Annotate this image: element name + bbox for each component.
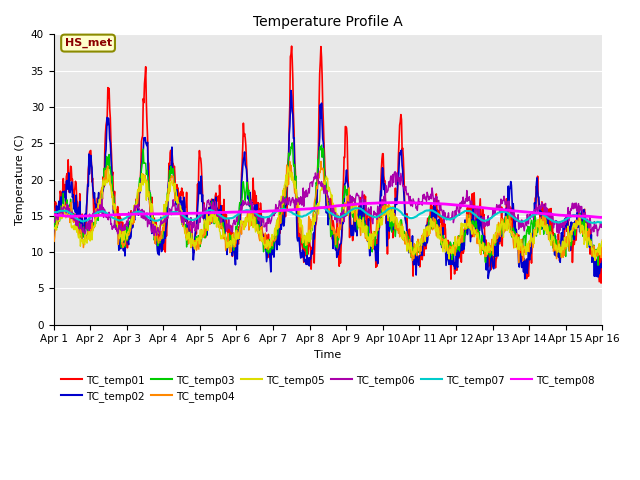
TC_temp01 <box>598 269 606 275</box>
TC_temp03 <box>463 217 471 223</box>
TC_temp07 <box>284 208 292 214</box>
TC_temp03 <box>441 244 449 250</box>
TC_temp02 <box>598 258 606 264</box>
TC_temp05 <box>284 164 292 169</box>
TC_temp08 <box>598 215 606 220</box>
TC_temp01 <box>50 207 58 213</box>
TC_temp08 <box>396 200 403 205</box>
TC_temp08 <box>193 210 200 216</box>
Line: TC_temp04: TC_temp04 <box>54 161 602 263</box>
TC_temp05 <box>598 243 606 249</box>
TC_temp02 <box>463 232 471 238</box>
TC_temp03 <box>109 192 117 198</box>
TC_temp03 <box>50 219 58 225</box>
TC_temp08 <box>463 203 471 209</box>
TC_temp05 <box>441 236 449 242</box>
TC_temp04 <box>598 237 606 242</box>
X-axis label: Time: Time <box>314 350 342 360</box>
TC_temp06 <box>598 220 606 226</box>
TC_temp01 <box>288 43 296 49</box>
TC_temp05 <box>109 202 117 208</box>
Y-axis label: Temperature (C): Temperature (C) <box>15 134 25 225</box>
TC_temp08 <box>524 209 532 215</box>
TC_temp04 <box>441 246 449 252</box>
TC_temp07 <box>317 204 325 210</box>
TC_temp06 <box>463 198 471 204</box>
Line: TC_temp07: TC_temp07 <box>54 207 602 223</box>
TC_temp06 <box>441 210 449 216</box>
TC_temp02 <box>441 245 449 251</box>
TC_temp06 <box>193 228 200 234</box>
TC_temp01 <box>109 192 117 198</box>
TC_temp04 <box>109 206 117 212</box>
TC_temp03 <box>193 234 200 240</box>
TC_temp03 <box>289 140 296 146</box>
TC_temp01 <box>284 160 292 166</box>
TC_temp08 <box>284 207 292 213</box>
TC_temp04 <box>193 247 200 253</box>
TC_temp07 <box>441 216 449 221</box>
TC_temp02 <box>521 276 529 282</box>
Line: TC_temp01: TC_temp01 <box>54 46 602 283</box>
TC_temp05 <box>591 258 599 264</box>
TC_temp06 <box>109 223 117 229</box>
TC_temp07 <box>193 216 200 222</box>
TC_temp07 <box>589 220 596 226</box>
TC_temp04 <box>463 222 471 228</box>
TC_temp03 <box>524 224 532 229</box>
TC_temp01 <box>524 263 532 268</box>
TC_temp02 <box>50 235 58 240</box>
Line: TC_temp02: TC_temp02 <box>54 91 602 279</box>
TC_temp02 <box>287 88 295 94</box>
TC_temp05 <box>193 240 200 245</box>
TC_temp05 <box>524 249 532 254</box>
TC_temp04 <box>284 172 292 178</box>
TC_temp05 <box>285 167 292 172</box>
Line: TC_temp06: TC_temp06 <box>54 172 602 236</box>
Line: TC_temp03: TC_temp03 <box>54 143 602 265</box>
TC_temp04 <box>525 245 532 251</box>
TC_temp03 <box>284 167 292 173</box>
Title: Temperature Profile A: Temperature Profile A <box>253 15 403 29</box>
TC_temp01 <box>597 280 605 286</box>
TC_temp08 <box>109 212 117 218</box>
Text: HS_met: HS_met <box>65 38 111 48</box>
TC_temp04 <box>515 260 522 265</box>
TC_temp04 <box>317 158 324 164</box>
TC_temp02 <box>193 226 200 232</box>
TC_temp02 <box>525 245 532 251</box>
Line: TC_temp08: TC_temp08 <box>54 203 602 217</box>
TC_temp04 <box>50 238 58 244</box>
TC_temp08 <box>50 212 58 218</box>
TC_temp05 <box>50 224 58 230</box>
TC_temp03 <box>598 245 606 251</box>
TC_temp07 <box>109 215 117 221</box>
TC_temp08 <box>441 201 449 207</box>
TC_temp01 <box>193 231 200 237</box>
TC_temp06 <box>392 169 399 175</box>
TC_temp06 <box>594 233 602 239</box>
TC_temp06 <box>284 202 292 207</box>
TC_temp07 <box>50 209 58 215</box>
TC_temp05 <box>463 220 471 226</box>
TC_temp07 <box>524 216 532 222</box>
TC_temp03 <box>594 263 602 268</box>
TC_temp02 <box>284 172 292 178</box>
TC_temp06 <box>50 216 58 222</box>
TC_temp07 <box>463 208 471 214</box>
TC_temp02 <box>109 210 117 216</box>
TC_temp01 <box>441 221 449 227</box>
TC_temp06 <box>524 218 532 224</box>
TC_temp01 <box>463 205 471 211</box>
Line: TC_temp05: TC_temp05 <box>54 167 602 261</box>
TC_temp07 <box>598 219 606 225</box>
TC_temp08 <box>596 215 604 220</box>
Legend: TC_temp01, TC_temp02, TC_temp03, TC_temp04, TC_temp05, TC_temp06, TC_temp07, TC_: TC_temp01, TC_temp02, TC_temp03, TC_temp… <box>57 371 598 406</box>
